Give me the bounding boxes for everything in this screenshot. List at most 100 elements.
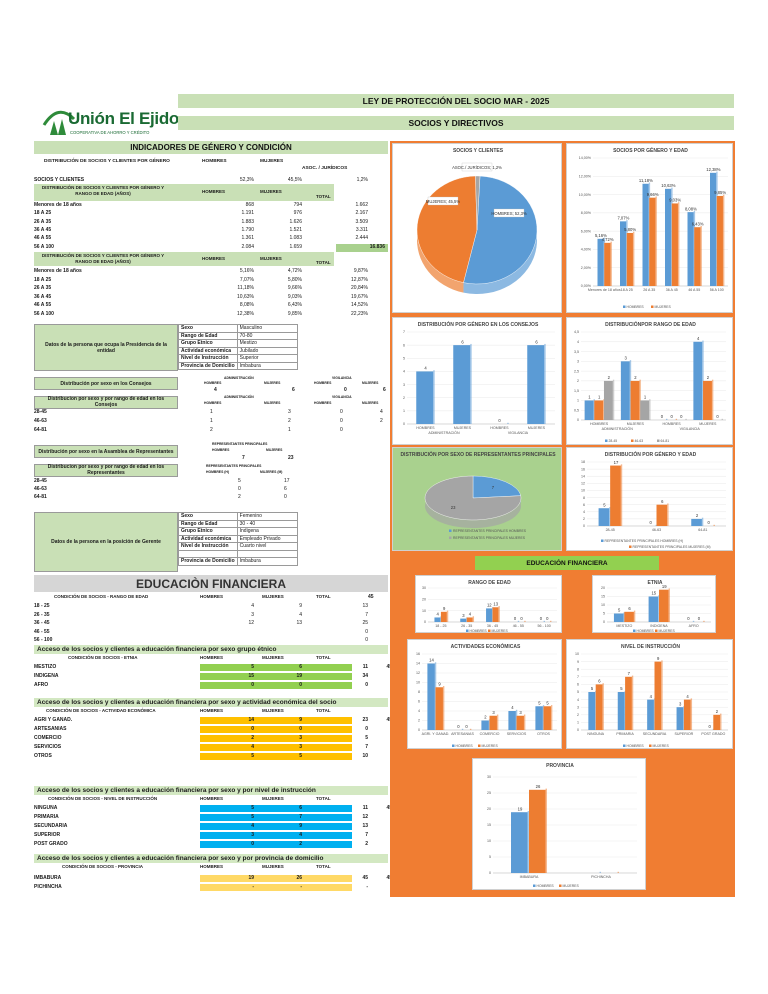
bar-side [711,379,714,420]
bar [716,195,723,286]
bar-side [609,507,611,526]
y-tick-label: 0 [577,728,579,732]
bar-side [603,399,605,420]
info-row: Rango de Edad 70-80 [178,331,299,340]
pct-row: 36 A 45 10,63% 9,03% 19,67% [34,293,368,300]
bar-side [655,524,657,526]
y-tick-label: 0 [424,620,426,624]
data-label: 0 [680,414,683,419]
y-tick-label: 10 [422,609,426,613]
row-highlight [200,753,352,760]
legend-swatch [488,629,491,632]
row-highlight [200,884,352,891]
y-tick-label: 25 [487,791,491,795]
chart-rango-edad: RANGO DE EDAD 0 10 20 30 4 9 18 - 25 3 4 26 - 35 12… [415,575,562,633]
table-row: 46-63 0 6 [34,486,287,492]
bar [648,596,659,622]
row-highlight [200,832,352,839]
bar-side [543,620,545,622]
legend-swatch [466,629,469,632]
bar [671,203,678,286]
x-tick-label: 26 A 35 [643,288,655,292]
etnia-title: Acceso de los socios y clientes a educac… [34,645,388,654]
x-tick-label: HOMBRES [590,422,609,426]
legend-label: HOMBRES [627,744,645,748]
niv-row: NINGUNA561145 [34,805,392,812]
group-label: ADMINISTRACIÓN [602,426,634,431]
y-tick-label: 0 [603,620,605,624]
data-label: 7 [628,671,631,676]
x-tick-label: 18 - 25 [435,624,446,628]
bar-side [632,231,635,286]
data-label: 3 [519,710,522,715]
bar [511,812,528,873]
pct-row: 46 A 55 8,08% 6,43% 14,52% [34,302,368,308]
data-label: 5 [546,700,549,705]
data-label: 1 [598,395,601,400]
bar [665,188,672,286]
data-label: 5 [538,700,541,705]
edu-rango-row: 26 - 35 3 4 7 [34,611,368,618]
data-label: 4 [650,694,653,699]
bar [687,212,694,286]
bar [598,508,610,526]
bar-side [612,379,615,420]
y-tick-label: 4 [403,370,405,374]
act-row: ARTESANIAS 0 0 0 [34,726,368,733]
gerente-label: Datos de la persona en la posición de Ge… [34,512,178,572]
mujeres-header: MUJERES [260,159,284,164]
y-tick-label: 9 [577,660,579,664]
x-tick-label: IMBABURA [520,875,539,879]
etnia-row: INDIGENA 15 19 34 [34,673,368,680]
y-tick-label: 20 [601,586,605,590]
y-tick-label: 4 [583,510,585,514]
x-tick-label: SUPERIOR [675,732,694,736]
count-row: 46 A 55 1.361 1.083 2.444 [34,235,368,242]
bar [659,589,669,622]
report-title: LEY DE PROTECCIÓN DEL SOCIO MAR - 2025 [178,94,734,108]
y-tick-label: 2 [403,396,405,400]
info-row: Rango de Edad 30 - 40 [178,519,299,528]
bar [626,232,633,286]
x-tick-label: 56 - 100 [538,624,551,628]
data-label: 4 [511,705,514,710]
data-label: 8,08% [685,206,697,211]
bar-side [461,728,464,730]
edu-rango-header: CONDICIÓN DE SOCIOS - RANGO DE EDAD HOMB… [54,594,374,600]
consejos-header-2: ADMINISTRACIÓN VIGILANCIA HOMBRES MUJERE… [204,395,379,405]
data-label: 5 [620,686,623,691]
y-tick-label: 1 [577,721,579,725]
row-highlight [200,744,352,751]
row-highlight [200,814,352,821]
act-title: Acceso de los socios y clientes a educac… [34,698,388,707]
y-tick-label: 10 [601,603,605,607]
edu-rango-row: 46 - 55 0 [34,628,368,635]
y-tick-label: 2 [418,719,420,723]
rango-header-2: DISTRIBUCIÓN DE SOCIOS Y CLIENTES POR GÉ… [34,252,334,266]
bar [656,504,668,526]
gender-header: DISTRIBUCIÓN DE SOCIOS Y CLIENTES POR GÉ… [34,158,388,174]
y-tick-label: 0,5 [574,408,579,412]
bar [610,465,621,526]
y-tick-label: 14,00% [579,156,592,160]
bar [594,400,604,420]
y-tick-label: 20 [487,807,491,811]
prov-row: PICHINCHA - - - [34,884,368,891]
legend-swatch [629,545,632,548]
bar-side [713,524,715,526]
y-tick-label: 8 [577,667,579,671]
info-row: Provincia de Domicilio Imbabura [178,557,299,566]
data-label: 4 [469,612,472,617]
logo-text: Unión El Ejido [68,109,180,128]
edu-rango-row: 18 - 25 4 9 13 [34,603,368,609]
chart-title: NIVEL DE INSTRUCCIÓN [621,642,680,650]
bar-side [677,202,680,286]
legend-label: REPRESENTANTES PRINCIPALES MUJERES (M) [633,545,711,549]
pie-label-box [427,196,459,206]
data-label: 0 [716,414,719,419]
data-label: 6,43% [692,221,704,226]
bar-side [527,811,529,873]
bar-side [722,194,725,286]
bar [453,345,471,424]
x-tick-label: 46 A 55 [688,288,700,292]
